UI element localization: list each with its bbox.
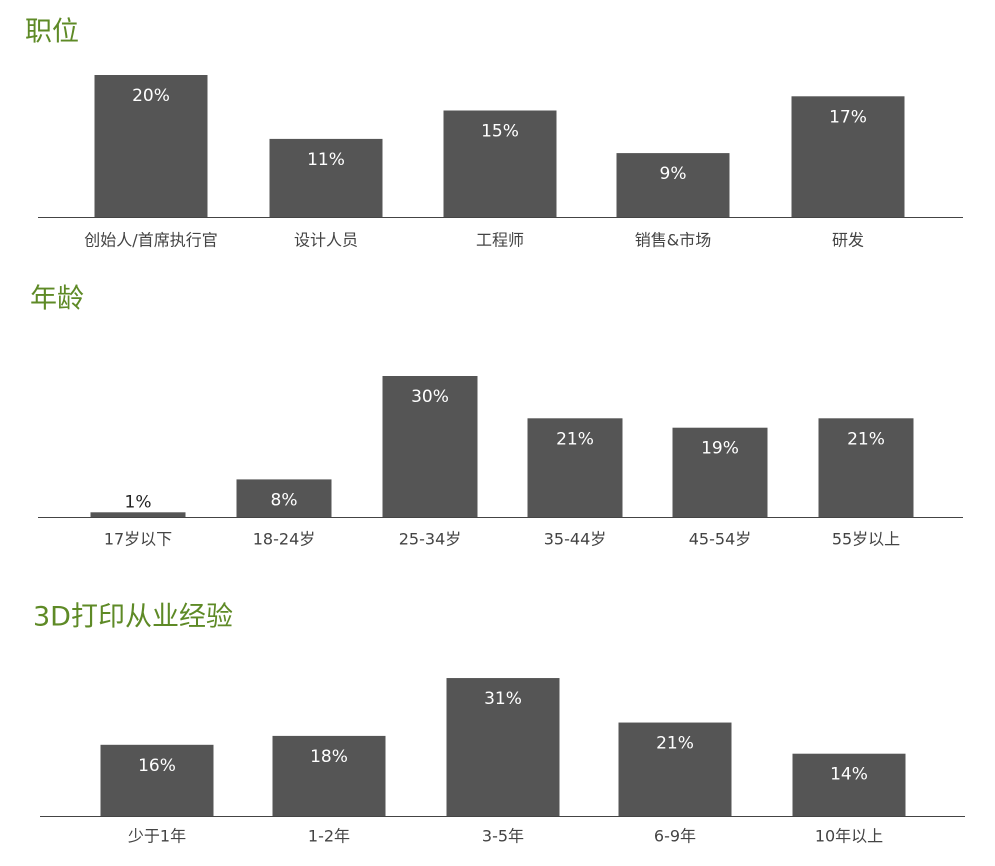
value-label: 1% — [125, 492, 152, 512]
category-label: 18-24岁 — [253, 530, 316, 549]
value-label: 8% — [271, 490, 298, 510]
value-label: 21% — [556, 429, 594, 449]
bar — [90, 512, 186, 517]
category-label: 6-9年 — [654, 827, 696, 846]
value-label: 16% — [138, 756, 176, 776]
value-label: 20% — [132, 86, 170, 106]
category-label: 35-44岁 — [544, 530, 607, 549]
value-label: 9% — [660, 164, 687, 184]
bar — [269, 138, 383, 217]
bar — [443, 110, 557, 217]
category-label: 创始人/首席执行官 — [84, 231, 217, 250]
value-label: 21% — [847, 429, 885, 449]
category-label: 25-34岁 — [399, 530, 462, 549]
category-label: 少于1年 — [128, 827, 186, 846]
chart-title: 3D打印从业经验 — [33, 602, 233, 633]
value-label: 15% — [481, 122, 519, 142]
chart-title: 职位 — [25, 17, 79, 48]
bar — [272, 735, 386, 816]
category-label: 研发 — [832, 231, 864, 250]
category-label: 工程师 — [476, 231, 524, 250]
bar — [791, 96, 905, 217]
bar — [94, 75, 208, 217]
bar — [527, 418, 623, 517]
bar — [100, 744, 214, 816]
value-label: 11% — [307, 150, 345, 170]
category-label: 1-2年 — [308, 827, 350, 846]
category-label: 销售&市场 — [635, 231, 711, 250]
bar — [446, 678, 560, 816]
bar — [236, 479, 332, 517]
value-label: 14% — [830, 765, 868, 785]
value-label: 17% — [829, 107, 867, 127]
value-label: 21% — [656, 734, 694, 754]
bar — [792, 753, 906, 816]
bar — [618, 722, 732, 816]
bar — [818, 418, 914, 517]
category-label: 55岁以上 — [832, 530, 900, 549]
category-label: 设计人员 — [294, 231, 358, 250]
category-label: 10年以上 — [815, 827, 883, 846]
value-label: 31% — [484, 689, 522, 709]
value-label: 18% — [310, 747, 348, 767]
value-label: 30% — [411, 387, 449, 407]
bar — [382, 376, 478, 517]
category-label: 17岁以下 — [104, 530, 172, 549]
chart-title: 年龄 — [30, 284, 84, 315]
bar — [616, 153, 730, 217]
category-label: 45-54岁 — [689, 530, 752, 549]
category-label: 3-5年 — [482, 827, 524, 846]
bar — [672, 427, 768, 517]
value-label: 19% — [701, 439, 739, 459]
